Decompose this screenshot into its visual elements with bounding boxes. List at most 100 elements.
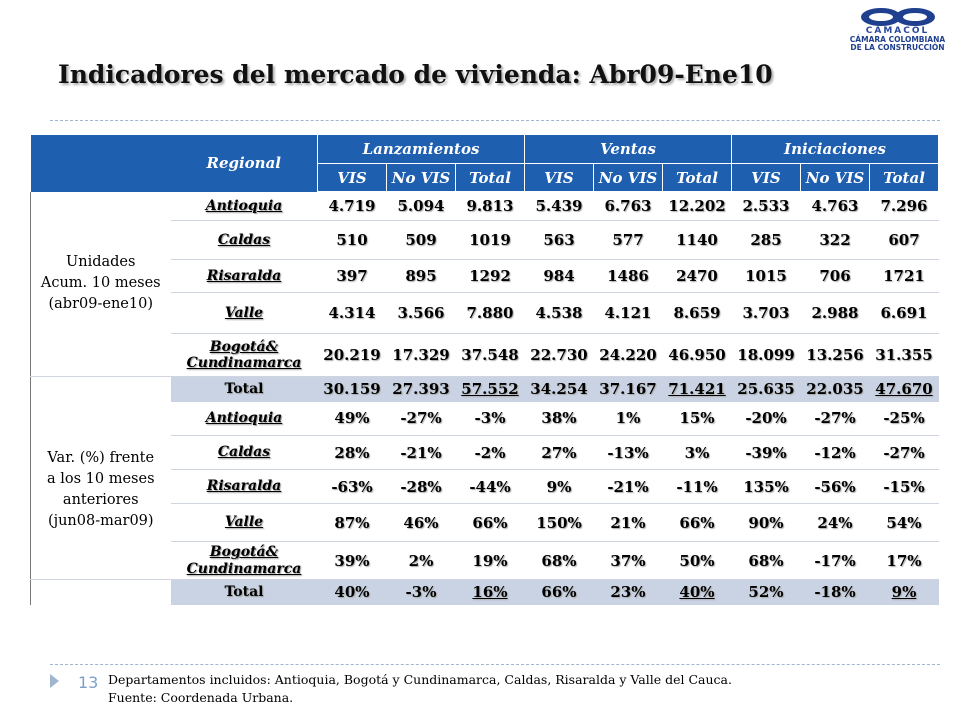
region-cell: Bogotá& Cundinamarca (170, 541, 318, 580)
header-row-groups: Regional Lanzamientos Ventas Iniciaciones (30, 134, 939, 192)
value-cell: -63% (317, 469, 387, 504)
header-blank (30, 134, 171, 192)
value-cell: 2.988 (800, 292, 870, 334)
value-cell: 37% (593, 541, 663, 580)
value-cell: 66% (662, 503, 732, 542)
region-cell: Valle (170, 292, 318, 334)
footer-divider (50, 664, 940, 665)
region-name: Antioquia (205, 197, 283, 214)
total-value-cell: 40% (662, 579, 732, 605)
subheader-cell: Total (662, 163, 732, 192)
region-name: Bogotá& (209, 544, 279, 561)
table-row: Valle 4.314 3.566 7.880 4.538 4.121 8.659 3.703… (31, 292, 939, 334)
value-cell: 22.730 (524, 333, 594, 377)
value-cell: 8.659 (662, 292, 732, 334)
total-blank (30, 579, 171, 605)
value-cell: 135% (731, 469, 801, 504)
value-cell: 37.548 (455, 333, 525, 377)
value-cell: 7.880 (455, 292, 525, 334)
table-row: Var. (%) frente a los 10 meses anteriores (… (30, 401, 939, 580)
value-cell: -56% (800, 469, 870, 504)
value-cell: 15% (662, 401, 732, 436)
value-cell: 3.566 (386, 292, 456, 334)
total-value-cell: 66% (524, 579, 594, 605)
housing-indicators-table: Regional Lanzamientos Ventas Iniciaciones VI… (30, 134, 939, 605)
total-value-cell: 47.670 (869, 376, 939, 402)
footnote-line-2: Fuente: Coordenada Urbana. (108, 690, 294, 706)
region-cell: Caldas (170, 435, 318, 470)
section-label-line: Var. (%) frente (47, 450, 155, 467)
region-cell: Valle (170, 503, 318, 542)
value-cell: 28% (317, 435, 387, 470)
value-cell: -28% (386, 469, 456, 504)
value-cell: 509 (386, 220, 456, 260)
page-title: Indicadores del mercado de vivienda: Abr… (58, 60, 773, 89)
subheader-cell: Total (869, 163, 939, 192)
value-cell: 24.220 (593, 333, 663, 377)
total-value-cell: 71.421 (662, 376, 732, 402)
header-row-sub: VIS No VIS Total VIS No VIS Total VIS No VIS Tot… (31, 163, 939, 192)
table-row: Valle 87% 46% 66% 150% 21% 66% 90% 24% 54% (31, 503, 939, 542)
value-cell: 1019 (455, 220, 525, 260)
value-cell: 1140 (662, 220, 732, 260)
value-cell: -13% (593, 435, 663, 470)
region-name: Caldas (217, 231, 271, 248)
section-label-line: Acum. 10 meses (40, 275, 161, 292)
total-value-cell: 30.159 (317, 376, 387, 402)
subheader-cell: No VIS (386, 163, 456, 192)
value-cell: -15% (869, 469, 939, 504)
value-cell: 4.538 (524, 292, 594, 334)
total-value-cell: 9% (869, 579, 939, 605)
value-cell: -21% (386, 435, 456, 470)
value-cell: 38% (524, 401, 594, 436)
value-cell: 1721 (869, 259, 939, 293)
value-cell: 66% (455, 503, 525, 542)
value-cell: 4.719 (317, 191, 387, 221)
value-cell: 1486 (593, 259, 663, 293)
value-cell: 577 (593, 220, 663, 260)
camacol-emblem-icon (861, 8, 935, 26)
total-value-cell: -3% (386, 579, 456, 605)
value-cell: 6.763 (593, 191, 663, 221)
region-cell: Bogotá& Cundinamarca (170, 333, 318, 377)
value-cell: 1292 (455, 259, 525, 293)
value-cell: -2% (455, 435, 525, 470)
value-cell: 21% (593, 503, 663, 542)
region-name: Valle (224, 514, 264, 531)
table-row: Caldas 28% -21% -2% 27% -13% 3% -39% -12% -27% (31, 435, 939, 470)
value-cell: 6.691 (869, 292, 939, 334)
value-cell: 18.099 (731, 333, 801, 377)
value-cell: 24% (800, 503, 870, 542)
region-name: Valle (224, 304, 264, 321)
total-value-cell: 57.552 (455, 376, 525, 402)
group-header: Ventas (524, 134, 732, 164)
value-cell: 285 (731, 220, 801, 260)
value-cell: 68% (524, 541, 594, 580)
table-row: Bogotá& Cundinamarca 20.219 17.329 37.548 22.… (31, 333, 939, 377)
value-cell: 397 (317, 259, 387, 293)
total-label: Total (170, 376, 318, 402)
total-value-cell: 25.635 (731, 376, 801, 402)
value-cell: 2.533 (731, 191, 801, 221)
logo-brand: CAMACOL (865, 26, 930, 36)
table-row: Risaralda 397 895 1292 984 1486 2470 1015 706 172… (31, 259, 939, 293)
section-label: Unidades Acum. 10 meses (abr09-ene10) (30, 191, 171, 377)
region-name: Antioquia (205, 410, 283, 427)
value-cell: 13.256 (800, 333, 870, 377)
value-cell: 68% (731, 541, 801, 580)
value-cell: -3% (455, 401, 525, 436)
total-row: Total 30.159 27.393 57.552 34.254 37.167 71.42… (30, 376, 939, 402)
subheader-cell: No VIS (593, 163, 663, 192)
group-header: Iniciaciones (731, 134, 939, 164)
footnote-line-1: Departamentos incluidos: Antioquia, Bogo… (108, 672, 732, 687)
value-cell: 607 (869, 220, 939, 260)
value-cell: 17.329 (386, 333, 456, 377)
value-cell: 563 (524, 220, 594, 260)
region-name: Cundinamarca (186, 560, 302, 577)
value-cell: 90% (731, 503, 801, 542)
value-cell: 4.314 (317, 292, 387, 334)
value-cell: 87% (317, 503, 387, 542)
value-cell: 19% (455, 541, 525, 580)
region-name: Bogotá& (209, 338, 279, 355)
region-cell: Risaralda (170, 259, 318, 293)
